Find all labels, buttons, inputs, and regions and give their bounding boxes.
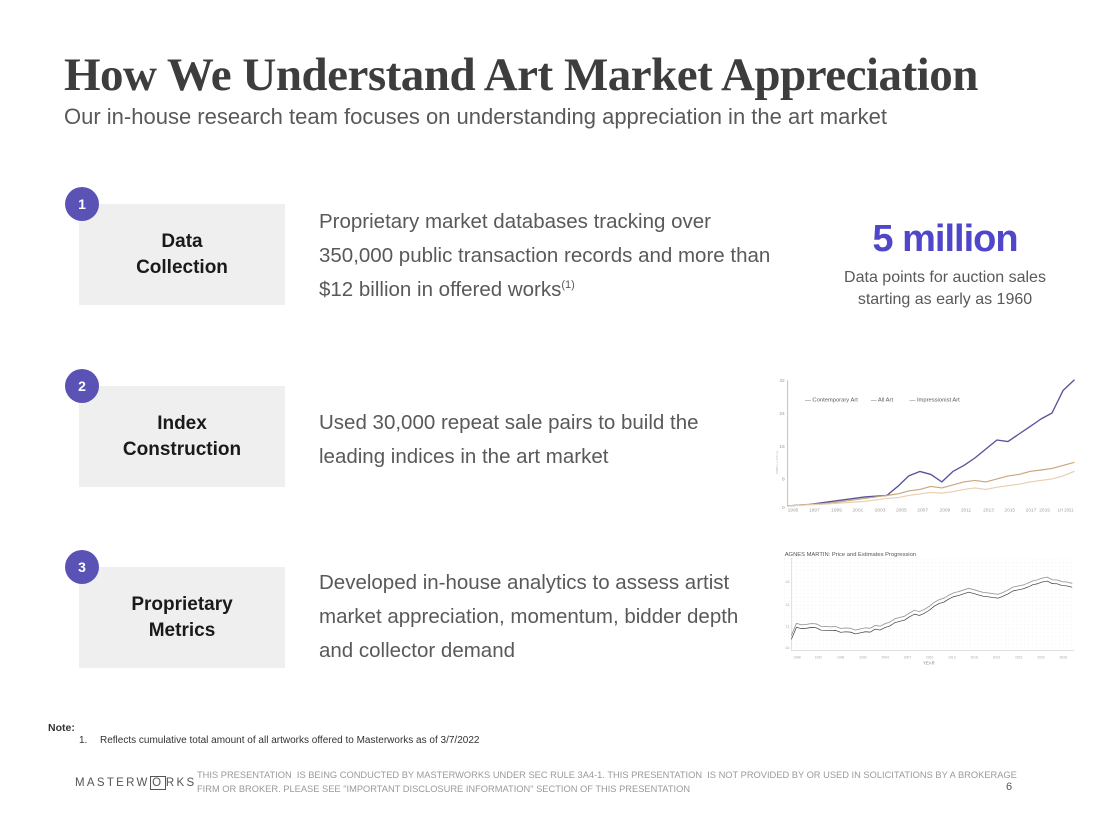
svg-text:11: 11: [786, 623, 790, 628]
svg-text:Index (1795=1): Index (1795=1): [776, 451, 779, 474]
svg-text:1999: 1999: [831, 508, 842, 514]
svg-text:0: 0: [782, 505, 785, 511]
svg-text:2011: 2011: [961, 508, 972, 514]
svg-text:24: 24: [779, 411, 785, 417]
svg-text:32: 32: [779, 378, 785, 384]
svg-text:2016: 2016: [971, 655, 978, 659]
svg-text:2010: 2010: [926, 655, 933, 659]
svg-text:12: 12: [785, 602, 789, 607]
svg-text:2028: 2028: [1060, 655, 1067, 659]
svg-text:2007: 2007: [904, 655, 911, 659]
svg-text:2015: 2015: [1004, 508, 1015, 514]
svg-text:2003: 2003: [875, 508, 886, 514]
svg-text:2000: 2000: [859, 655, 866, 659]
svg-text:2022: 2022: [1015, 655, 1022, 659]
svg-text:10: 10: [785, 645, 789, 650]
svg-text:2019: 2019: [993, 655, 1000, 659]
svg-text:15: 15: [779, 444, 785, 450]
svg-text:1H 2021: 1H 2021: [1058, 508, 1075, 513]
svg-text:― All Art: ― All Art: [871, 397, 894, 403]
svg-text:2013: 2013: [948, 655, 955, 659]
svg-text:1992: 1992: [815, 655, 822, 659]
svg-text:2004: 2004: [881, 655, 888, 659]
svg-text:― Impressionist Art: ― Impressionist Art: [910, 397, 961, 403]
svg-text:2009: 2009: [940, 508, 951, 514]
svg-text:2019: 2019: [1039, 508, 1050, 514]
svg-text:AGNES MARTIN: Price and Estima: AGNES MARTIN: Price and Estimates Progre…: [785, 552, 916, 558]
svg-text:2013: 2013: [983, 508, 994, 514]
svg-text:― Contemporary Art: ― Contemporary Art: [805, 397, 858, 403]
svg-text:2005: 2005: [896, 508, 907, 514]
svg-text:2007: 2007: [917, 508, 928, 514]
svg-text:2001: 2001: [852, 508, 863, 514]
svg-text:13: 13: [785, 579, 789, 584]
svg-text:1996: 1996: [837, 655, 844, 659]
svg-text:YEAR: YEAR: [923, 660, 935, 665]
svg-text:1988: 1988: [793, 655, 800, 659]
svg-text:2025: 2025: [1037, 655, 1044, 659]
svg-text:8: 8: [782, 477, 785, 483]
svg-text:2017: 2017: [1026, 508, 1037, 514]
svg-text:1997: 1997: [809, 508, 820, 514]
svg-text:1995: 1995: [788, 508, 799, 514]
